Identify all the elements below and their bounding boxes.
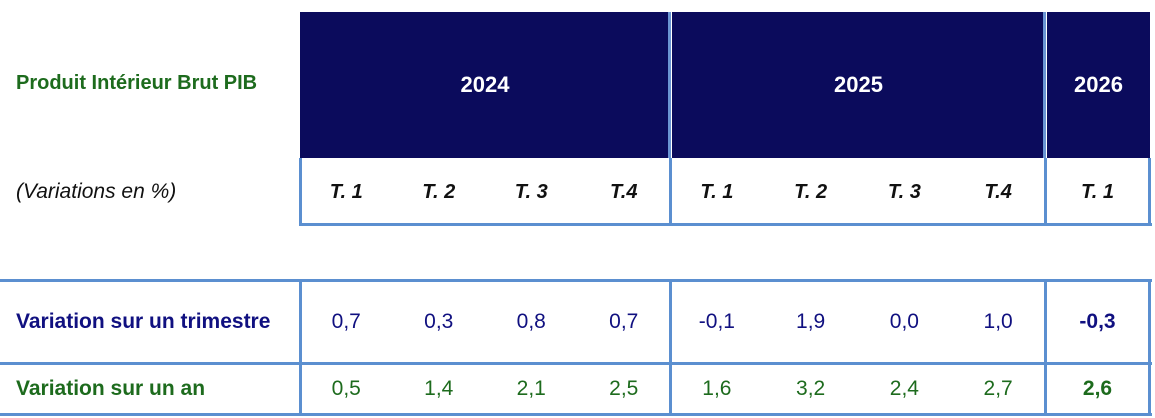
quarter-header: T. 1 (1081, 180, 1114, 203)
table-cell: 2,1 (516, 377, 546, 400)
quarter-header: T. 3 (887, 180, 921, 203)
table-cell: 1,9 (796, 310, 826, 333)
year-border (668, 12, 671, 158)
table-cell: 2,6 (1082, 377, 1113, 400)
quarter-header: T. 1 (329, 180, 363, 203)
table-cell: 1,6 (702, 377, 732, 400)
quarter-header: T. 3 (514, 180, 548, 203)
year-header: 2026 (1047, 12, 1150, 158)
table-cell: 0,3 (424, 310, 454, 333)
table-cell: 0,8 (516, 310, 546, 333)
table-cell: 2,7 (983, 377, 1013, 400)
row-border (0, 279, 1152, 282)
column-border (1148, 158, 1151, 226)
table-cell: 0,7 (609, 310, 639, 333)
quarter-header: T. 2 (794, 180, 828, 203)
row-border (0, 362, 1152, 365)
year-header: 2025 (672, 12, 1045, 158)
quarter-header: T. 1 (700, 180, 734, 203)
row-label: Variation sur un trimestre (16, 310, 271, 333)
table-title: Produit Intérieur Brut PIB (16, 72, 258, 94)
row-border (300, 223, 1152, 226)
column-border (669, 280, 672, 416)
table-cell: 0,7 (331, 310, 361, 333)
table-cell: 2,4 (889, 377, 919, 400)
quarter-header: T. 2 (422, 180, 456, 203)
table-cell: -0,3 (1079, 310, 1116, 333)
table-cell: 0,0 (889, 310, 919, 333)
table-subtitle: (Variations en %) (16, 180, 177, 203)
table-cell: 1,4 (424, 377, 454, 400)
table-cell: 3,2 (796, 377, 826, 400)
column-border (299, 280, 302, 416)
year-border (1043, 12, 1046, 158)
column-border (1044, 280, 1047, 416)
year-header: 2024 (300, 12, 670, 158)
table-cell: 0,5 (331, 377, 361, 400)
table-cell: -0,1 (698, 310, 735, 333)
row-label: Variation sur un an (16, 377, 206, 400)
column-border (299, 158, 302, 226)
column-border (669, 158, 672, 226)
column-border (1148, 280, 1151, 416)
quarter-header: T.4 (984, 180, 1012, 203)
row-border (0, 413, 1152, 416)
quarter-header: T.4 (610, 180, 638, 203)
table-cell: 2,5 (609, 377, 639, 400)
column-border (1044, 158, 1047, 226)
table-cell: 1,0 (983, 310, 1013, 333)
